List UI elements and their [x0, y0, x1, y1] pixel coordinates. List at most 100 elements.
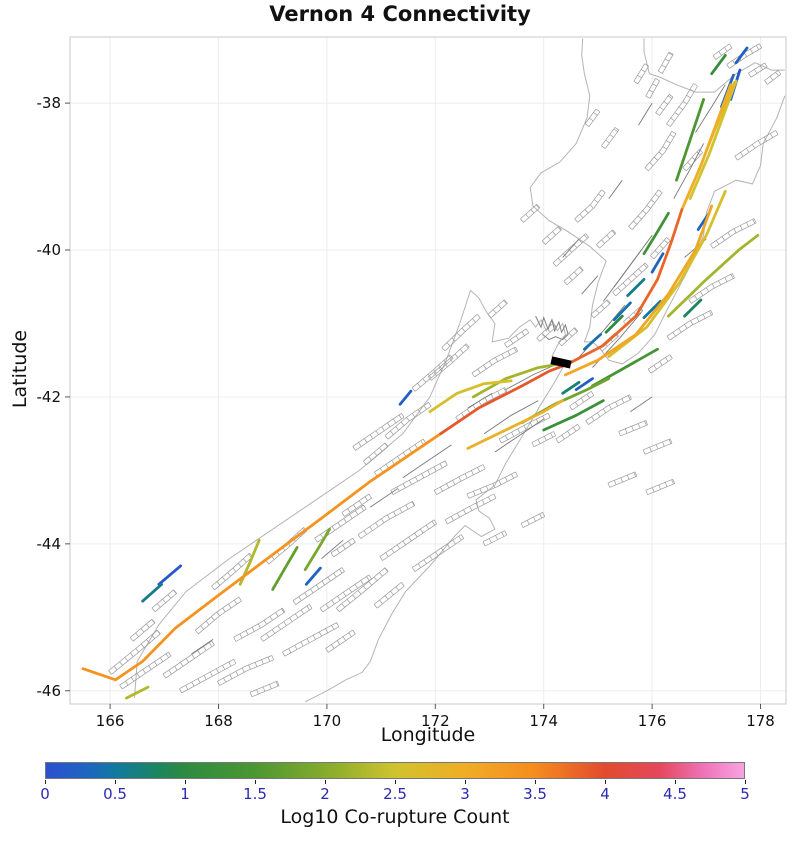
corupture-trace: [141, 582, 163, 603]
colorbar-tick-mark: [465, 780, 466, 784]
fault-trace: [482, 530, 508, 547]
plot-grid: [70, 37, 786, 704]
fault-trace: [563, 266, 584, 286]
fault-trace: [335, 567, 389, 613]
fault-trace: [644, 130, 677, 172]
fault-trace: [601, 127, 620, 149]
fault-trace: [628, 189, 663, 230]
y-tick-label: -42: [37, 388, 62, 406]
corupture-trace: [683, 298, 703, 318]
fault-trace: [211, 552, 253, 591]
corupture-trace: [542, 399, 605, 432]
fault-trace: [374, 438, 427, 477]
fault-trace: [590, 299, 611, 319]
y-tick-label: -46: [37, 682, 62, 700]
corupture-trace: [642, 211, 670, 256]
fault-trace: [314, 504, 367, 543]
corupture-trace: [303, 527, 331, 571]
corupture-trace: [607, 189, 727, 358]
corupture-traces-layer: [81, 46, 760, 700]
fault-trace: [233, 607, 286, 642]
colorbar-tick-mark: [535, 780, 536, 784]
fault-trace: [552, 233, 589, 267]
fault-trace: [726, 43, 763, 69]
corupture-trace: [125, 685, 150, 700]
fault-trace: [666, 83, 698, 127]
fault-trace: [330, 537, 356, 558]
corupture-trace: [667, 233, 760, 318]
corupture-trace: [642, 300, 662, 319]
corupture-trace: [428, 379, 513, 413]
corupture-trace: [564, 204, 714, 377]
coastline-sounds-detail: [535, 315, 569, 341]
fault-trace: [647, 354, 673, 374]
fault-trace: [471, 346, 519, 378]
fault-trace: [249, 680, 280, 698]
fault-trace: [520, 511, 546, 528]
fault-trace-thin: [695, 84, 726, 133]
corupture-trace: [304, 566, 322, 586]
fault-trace-thin: [321, 539, 344, 559]
corupture-trace: [157, 564, 182, 586]
fault-trace: [712, 43, 733, 60]
fault-trace: [623, 306, 644, 326]
corupture-trace: [591, 347, 659, 388]
fault-trace: [441, 314, 481, 352]
fault-trace: [531, 431, 556, 448]
fault-trace: [265, 527, 308, 565]
coastline: [134, 289, 566, 703]
fault-trace: [596, 229, 617, 249]
fault-trace: [688, 273, 735, 304]
corupture-trace: [704, 81, 736, 153]
fault-trace: [428, 343, 470, 381]
colorbar-tick-mark: [745, 780, 746, 784]
colorbar-tick-mark: [255, 780, 256, 784]
fault-trace: [195, 596, 242, 635]
fault-trace-thin: [562, 238, 580, 258]
colorbar-tick-mark: [395, 780, 396, 784]
fault-trace: [536, 322, 557, 342]
corupture-trace: [566, 208, 684, 366]
colorbar-tick-mark: [185, 780, 186, 784]
corupture-trace: [680, 83, 733, 211]
corupture-trace: [398, 389, 413, 406]
corupture-trace: [561, 380, 581, 395]
corupture-trace: [696, 211, 711, 231]
fault-trace: [129, 618, 156, 642]
fault-trace: [682, 149, 703, 172]
fault-trace: [352, 413, 405, 451]
fault-trace: [558, 327, 579, 347]
y-axis-label: Latitude: [9, 329, 31, 409]
corupture-trace: [675, 98, 705, 182]
fault-trace: [412, 534, 465, 572]
fault-trace: [569, 391, 595, 411]
fault-trace-thin: [402, 444, 452, 479]
corupture-trace: [734, 46, 749, 65]
fault-trace: [357, 500, 416, 539]
fault-trace-thin: [370, 488, 398, 508]
parent-fault-marker: [550, 356, 572, 369]
fault-trace: [292, 567, 345, 605]
chart-title: Vernon 4 Connectivity: [269, 2, 531, 26]
colorbar-tick-mark: [325, 780, 326, 784]
corupture-trace: [720, 73, 735, 109]
fault-trace-thin: [592, 312, 642, 368]
fault-trace: [282, 622, 340, 657]
fault-trace: [655, 94, 674, 116]
fault-trace-thin: [494, 418, 544, 453]
fault-trace: [584, 108, 601, 127]
colorbar-gradient: [45, 762, 745, 779]
fault-trace: [574, 189, 606, 223]
fault-trace: [520, 203, 541, 223]
fault-trace-thin: [608, 179, 623, 199]
fault-trace: [666, 309, 714, 341]
colorbar-tick-label: 3: [460, 785, 470, 803]
fault-trace: [119, 651, 172, 690]
coastline-layer: [134, 38, 786, 703]
colorbar-tick-label: 0.5: [103, 785, 127, 803]
coastline: [529, 38, 786, 365]
colorbar-tick-label: 2: [320, 785, 330, 803]
corupture-trace: [271, 546, 299, 591]
fault-trace: [373, 582, 405, 609]
fault-trace: [390, 460, 448, 495]
